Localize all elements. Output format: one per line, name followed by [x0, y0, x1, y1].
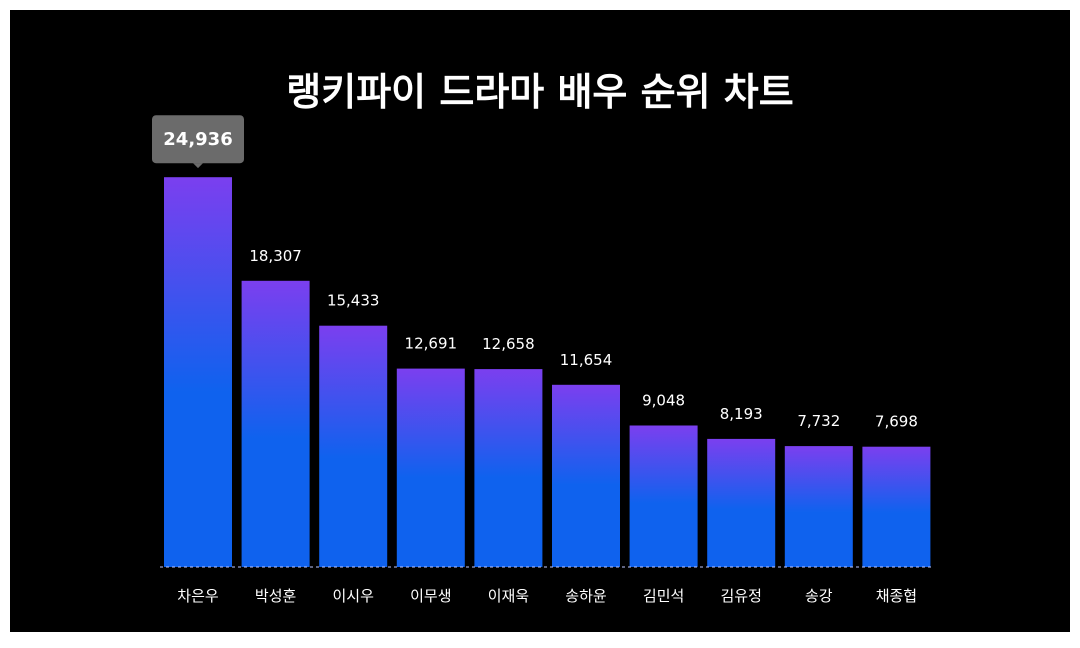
- bar-7[interactable]: [707, 438, 776, 567]
- category-label-3: 이무생: [410, 587, 451, 605]
- value-label-0: 24,936: [163, 129, 232, 150]
- bar-8[interactable]: [784, 446, 853, 567]
- value-label-4: 12,658: [482, 335, 535, 353]
- value-label-7: 8,193: [720, 405, 763, 423]
- bar-3[interactable]: [396, 368, 465, 567]
- chart-title: 랭키파이 드라마 배우 순위 차트: [286, 70, 793, 114]
- bar-6[interactable]: [629, 425, 698, 568]
- value-label-5: 11,654: [560, 351, 613, 369]
- bar-9[interactable]: [862, 446, 931, 567]
- labels-group: 24,936 차은우 18,307 박성훈 15,433 이시우 12,691 이무생 12,6…: [152, 115, 918, 605]
- value-label-3: 12,691: [405, 335, 458, 353]
- category-label-0: 차은우: [177, 587, 219, 605]
- bar-0[interactable]: [164, 177, 232, 567]
- value-label-6: 9,048: [642, 392, 685, 410]
- bar-5[interactable]: [552, 384, 620, 567]
- category-label-1: 박성훈: [255, 587, 296, 605]
- value-label-8: 7,732: [797, 412, 840, 430]
- bar-1[interactable]: [241, 280, 310, 567]
- bars-group: [164, 177, 931, 568]
- tooltip-box: [152, 115, 244, 164]
- category-label-6: 김민석: [643, 587, 684, 605]
- value-label-1: 18,307: [249, 247, 302, 265]
- value-label-9: 7,698: [875, 413, 918, 431]
- category-label-5: 송하윤: [565, 587, 607, 605]
- chart-frame: 랭키파이 드라마 배우 순위 차트 24,936 차은우 18,307 박성훈 15,4…: [10, 10, 1070, 632]
- bar-4[interactable]: [474, 369, 543, 567]
- category-label-9: 채종협: [876, 587, 917, 605]
- value-label-2: 15,433: [327, 292, 380, 310]
- value-tooltip: 24,936: [152, 115, 244, 169]
- category-label-8: 송강: [805, 587, 833, 605]
- category-label-7: 김유정: [720, 587, 761, 605]
- tooltip-pointer: [193, 163, 203, 169]
- category-label-4: 이재욱: [488, 587, 529, 605]
- bar-chart: 랭키파이 드라마 배우 순위 차트 24,936 차은우 18,307 박성훈 15,4…: [152, 70, 932, 605]
- bar-2[interactable]: [319, 325, 388, 567]
- category-label-2: 이시우: [332, 587, 374, 605]
